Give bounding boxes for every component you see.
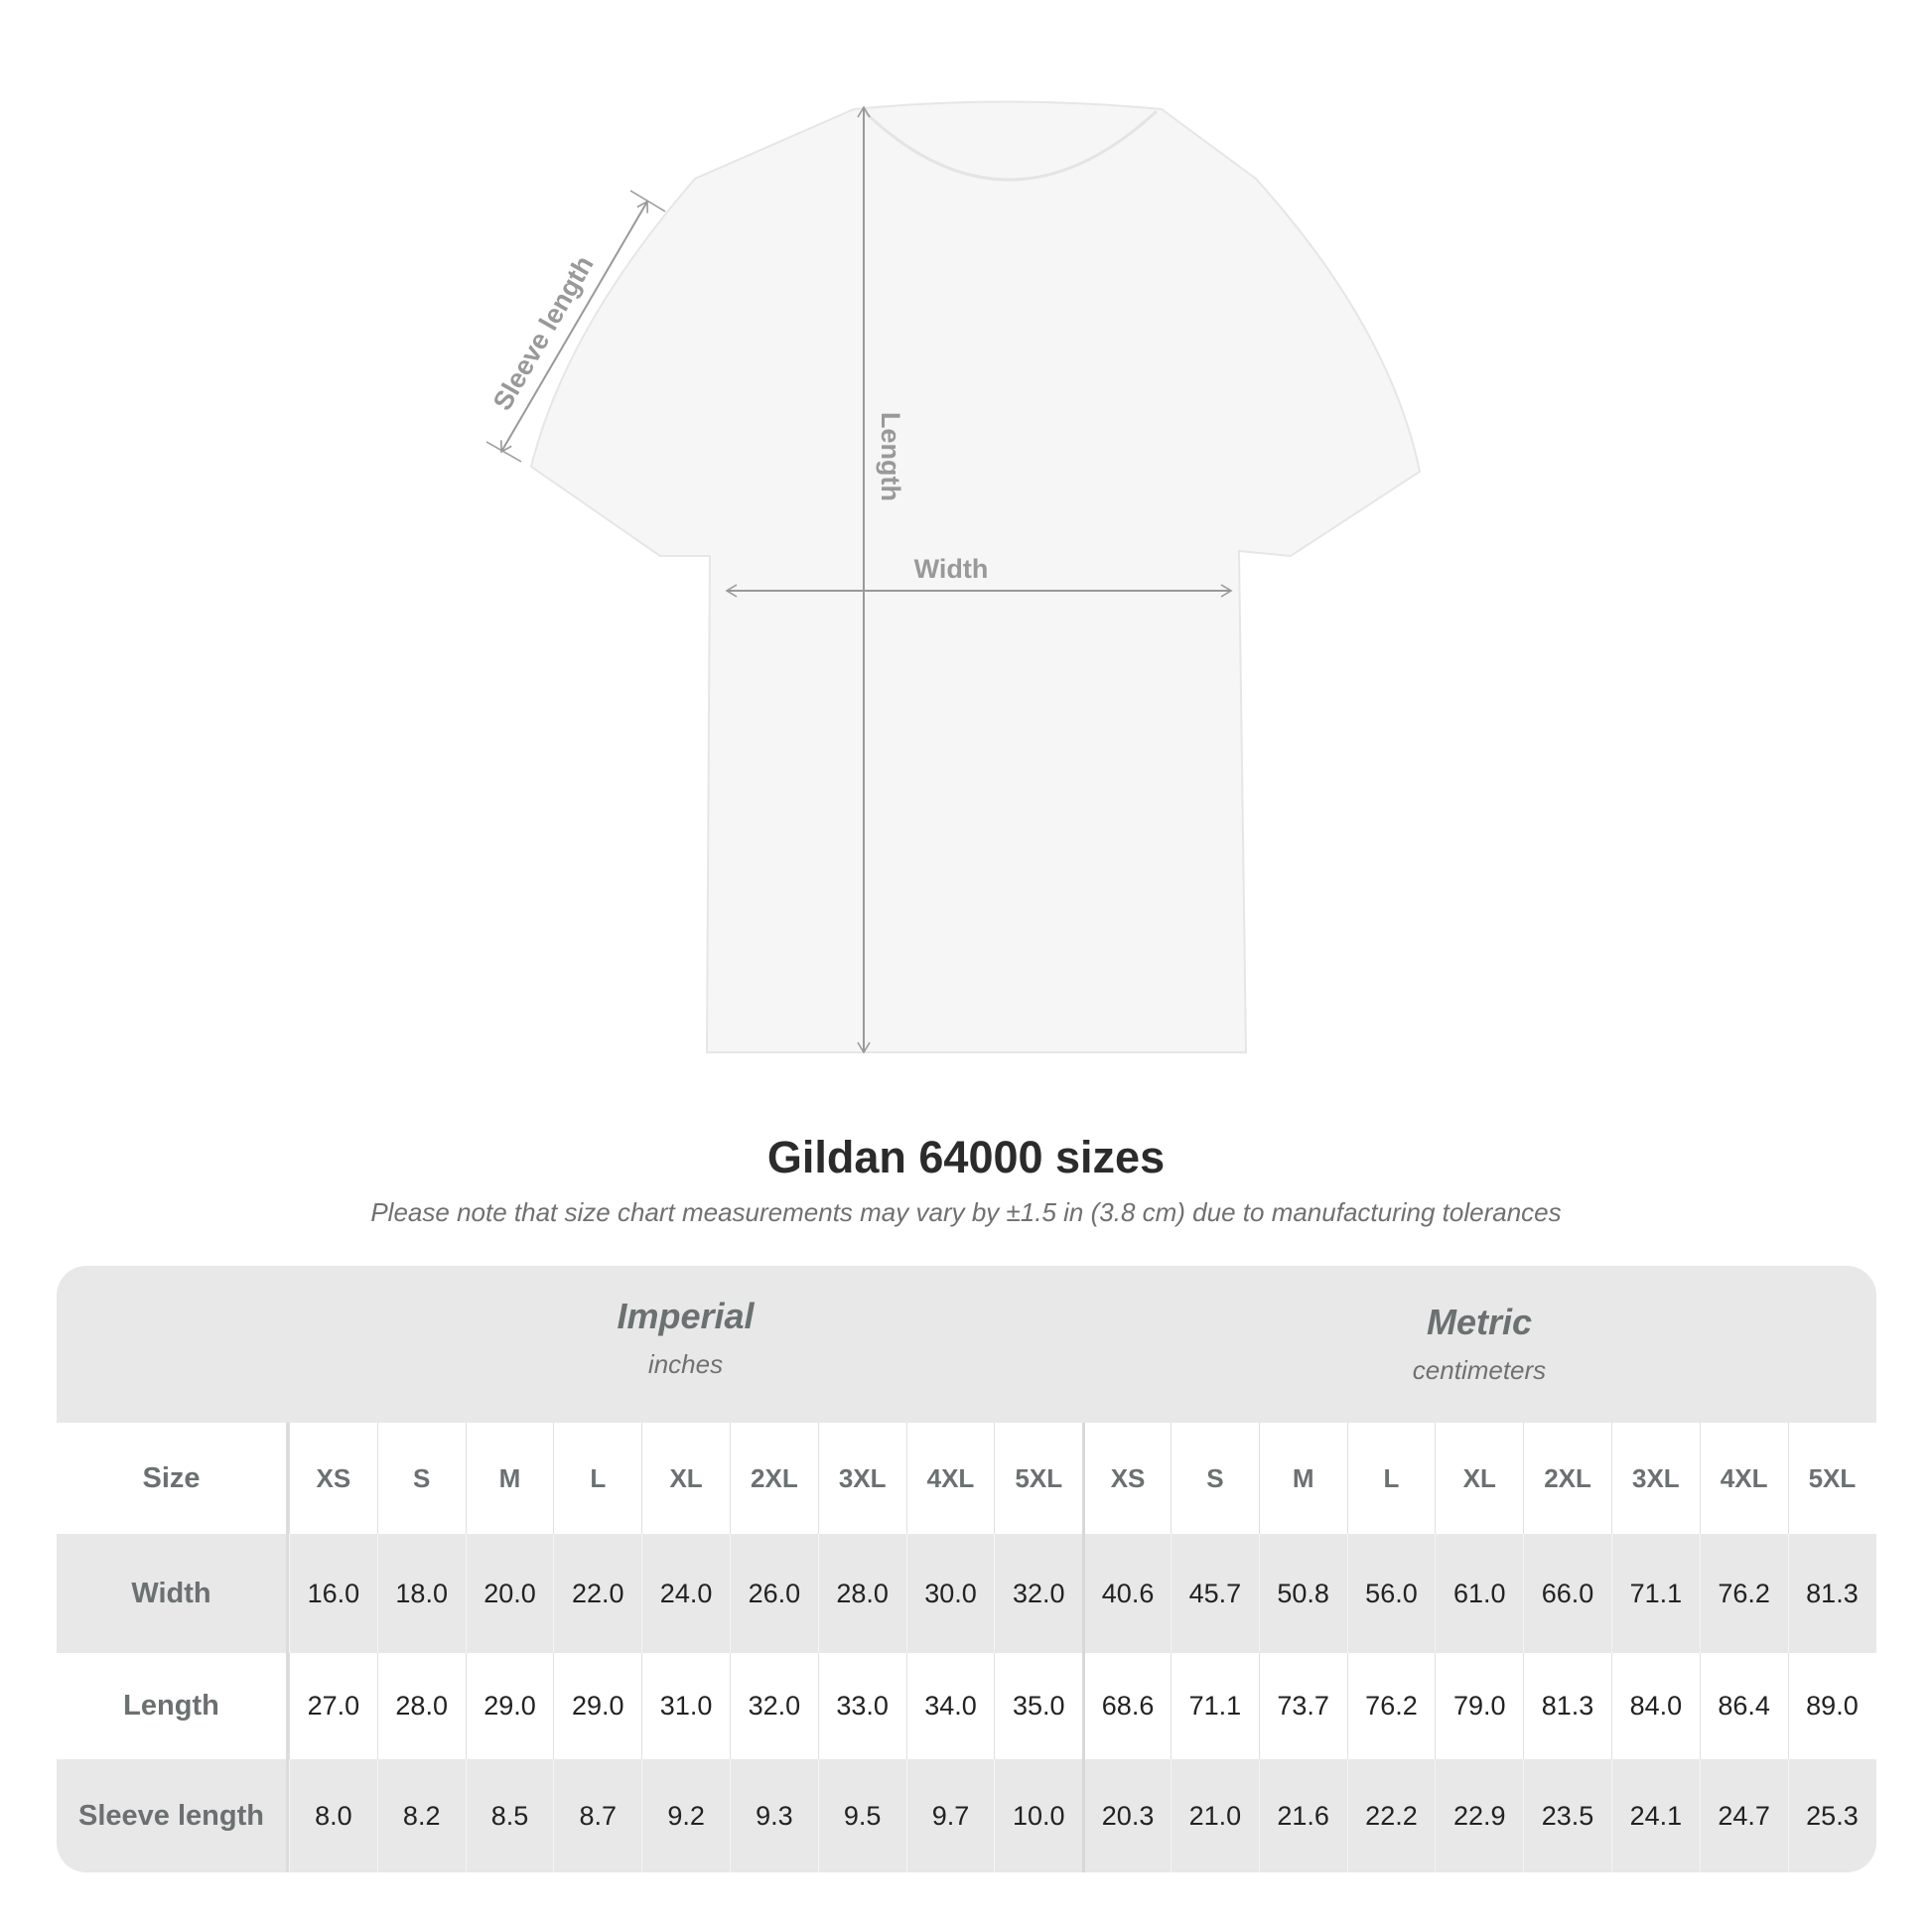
metric-title: Metric: [1426, 1302, 1533, 1342]
table-cell: 71.1: [1170, 1653, 1259, 1759]
table-cell: 3XL: [817, 1423, 906, 1534]
table-cell: 29.0: [553, 1653, 641, 1759]
table-cell: 50.8: [1258, 1534, 1347, 1653]
table-cell: 3XL: [1610, 1423, 1700, 1534]
table-cell: 9.5: [817, 1759, 906, 1872]
table-cell: 22.9: [1435, 1759, 1523, 1872]
table-cell: 34.0: [905, 1653, 995, 1759]
table-cell: 25.3: [1787, 1759, 1876, 1872]
table-cell: 40.6: [1082, 1534, 1171, 1653]
table-cell: 73.7: [1258, 1653, 1347, 1759]
table-cell: 2XL: [1523, 1423, 1611, 1534]
metric-header: Metric centimeters: [1082, 1302, 1876, 1386]
tshirt-diagram: Sleeve length Length Width: [485, 100, 1422, 1054]
imperial-unit: inches: [647, 1349, 724, 1379]
table-cell: 24.0: [641, 1534, 730, 1653]
table-cell: 81.3: [1523, 1653, 1611, 1759]
table-cell: 31.0: [641, 1653, 730, 1759]
table-cell: XS: [1082, 1423, 1171, 1534]
row-label: Size: [57, 1423, 289, 1534]
table-cell: 21.6: [1258, 1759, 1347, 1872]
chart-title: Gildan 64000 sizes: [766, 1132, 1166, 1182]
table-cell: 20.3: [1082, 1759, 1171, 1872]
table-cell: 4XL: [905, 1423, 995, 1534]
table-cell: 10.0: [994, 1759, 1082, 1872]
table-cell: 76.2: [1699, 1534, 1788, 1653]
table-cell: 8.2: [376, 1759, 466, 1872]
table-cell: M: [465, 1423, 554, 1534]
table-cell: 28.0: [376, 1653, 466, 1759]
table-cell: 2XL: [729, 1423, 818, 1534]
table-cell: XS: [289, 1423, 377, 1534]
table-cell: 8.5: [465, 1759, 554, 1872]
metric-unit: centimeters: [1412, 1355, 1547, 1385]
table-cell: 24.1: [1610, 1759, 1700, 1872]
table-cell: 20.0: [465, 1534, 554, 1653]
table-cell: 71.1: [1610, 1534, 1700, 1653]
table-row: Size XS S M L XL 2XL 3XL 4XL 5XL XS S M L XL 2XL 3XL 4XL 5…: [57, 1423, 1876, 1534]
table-cell: S: [376, 1423, 466, 1534]
table-cell: 66.0: [1523, 1534, 1611, 1653]
table-cell: 28.0: [817, 1534, 906, 1653]
table-cell: 5XL: [994, 1423, 1082, 1534]
table-cell: 33.0: [817, 1653, 906, 1759]
row-label: Sleeve length: [57, 1759, 289, 1872]
table-cell: 35.0: [994, 1653, 1082, 1759]
table-cell: 56.0: [1346, 1534, 1436, 1653]
row-label: Width: [57, 1534, 289, 1653]
table-cell: 22.2: [1346, 1759, 1436, 1872]
table-cell: 9.7: [905, 1759, 995, 1872]
table-cell: 26.0: [729, 1534, 818, 1653]
table-row: Sleeve length 8.0 8.2 8.5 8.7 9.2 9.3 9.5 9.7 10.…: [57, 1759, 1876, 1872]
table-cell: 5XL: [1787, 1423, 1876, 1534]
table-cell: 18.0: [376, 1534, 466, 1653]
table-cell: L: [553, 1423, 641, 1534]
sleeve-arrow: [485, 190, 666, 463]
table-cell: 23.5: [1523, 1759, 1611, 1872]
length-label: Length: [876, 412, 905, 501]
table-cell: 22.0: [553, 1534, 641, 1653]
table-cell: 8.0: [289, 1759, 377, 1872]
table-cell: 29.0: [465, 1653, 554, 1759]
table-cell: 76.2: [1346, 1653, 1436, 1759]
table-cell: 21.0: [1170, 1759, 1259, 1872]
table-cell: 32.0: [994, 1534, 1082, 1653]
table-cell: 9.3: [729, 1759, 818, 1872]
table-cell: L: [1346, 1423, 1436, 1534]
table-cell: M: [1258, 1423, 1347, 1534]
table-row: Length 27.0 28.0 29.0 29.0 31.0 32.0 33.0 34.0 35…: [57, 1653, 1876, 1759]
table-cell: 89.0: [1787, 1653, 1876, 1759]
imperial-header: Imperial inches: [289, 1296, 1082, 1380]
table-cell: S: [1170, 1423, 1259, 1534]
table-cell: 32.0: [729, 1653, 818, 1759]
table-cell: 4XL: [1699, 1423, 1788, 1534]
tolerance-note: Please note that size chart measurements…: [370, 1197, 1562, 1227]
table-cell: 9.2: [641, 1759, 730, 1872]
table-cell: 24.7: [1699, 1759, 1788, 1872]
table-header: Imperial inches Metric centimeters: [57, 1266, 1876, 1423]
table-cell: 61.0: [1435, 1534, 1523, 1653]
table-cell: 86.4: [1699, 1653, 1788, 1759]
table-cell: 84.0: [1610, 1653, 1700, 1759]
table-cell: 79.0: [1435, 1653, 1523, 1759]
size-table: Imperial inches Metric centimeters Size X…: [57, 1266, 1876, 1872]
table-cell: 16.0: [289, 1534, 377, 1653]
width-label: Width: [914, 554, 989, 584]
table-cell: XL: [641, 1423, 730, 1534]
table-cell: XL: [1435, 1423, 1523, 1534]
table-cell: 81.3: [1787, 1534, 1876, 1653]
imperial-title: Imperial: [617, 1296, 755, 1336]
table-row: Width 16.0 18.0 20.0 22.0 24.0 26.0 28.0 30.0 32.…: [57, 1534, 1876, 1653]
table-cell: 8.7: [553, 1759, 641, 1872]
table-cell: 30.0: [905, 1534, 995, 1653]
table-cell: 45.7: [1170, 1534, 1259, 1653]
table-cell: 27.0: [289, 1653, 377, 1759]
row-label: Length: [57, 1653, 289, 1759]
table-cell: 68.6: [1082, 1653, 1171, 1759]
